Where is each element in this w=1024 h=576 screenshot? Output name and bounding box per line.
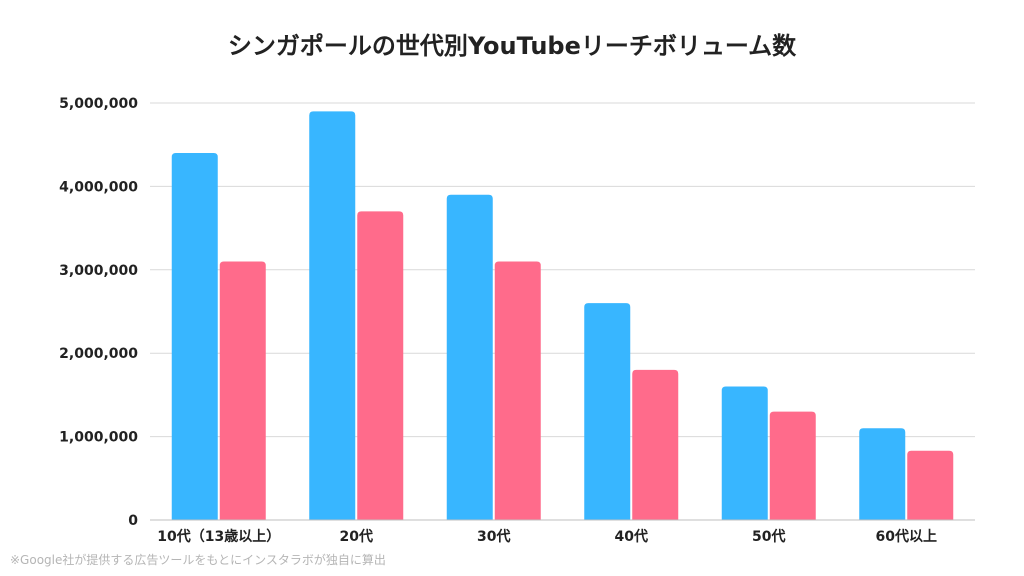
bar — [859, 428, 906, 520]
chart-title: シンガポールの世代別YouTubeリーチボリューム数 — [227, 32, 797, 60]
x-axis-category-labels: 10代（13歳以上） 20代 30代 40代 50代 60代以上 — [157, 528, 937, 545]
bar — [584, 303, 631, 520]
x-category-label: 10代（13歳以上） — [157, 528, 280, 545]
bar — [632, 369, 679, 520]
bar — [357, 211, 404, 521]
bar — [494, 261, 541, 520]
y-tick-label: 1,000,000 — [59, 430, 138, 446]
y-tick-label: 2,000,000 — [59, 346, 138, 362]
bar — [769, 411, 816, 520]
y-tick-label: 3,000,000 — [59, 263, 138, 279]
bar — [219, 261, 266, 520]
x-category-label: 30代 — [477, 528, 510, 545]
y-tick-label: 5,000,000 — [59, 96, 138, 112]
y-tick-label: 0 — [128, 513, 138, 529]
x-category-label: 50代 — [752, 528, 785, 545]
x-category-label: 60代以上 — [876, 528, 937, 545]
bar — [721, 386, 768, 520]
y-tick-label: 4,000,000 — [59, 179, 138, 195]
bar — [171, 153, 218, 521]
x-category-label: 20代 — [340, 528, 373, 545]
bars — [171, 111, 954, 521]
bar — [446, 194, 493, 521]
y-axis-tick-labels: 0 1,000,000 2,000,000 3,000,000 4,000,000 5,0… — [59, 96, 138, 529]
source-note: ※Google社が提供する広告ツールをもとにインスタラボが独自に算出 — [10, 553, 386, 567]
bar — [907, 450, 954, 520]
x-category-label: 40代 — [615, 528, 648, 545]
bar — [309, 111, 356, 520]
gridlines — [150, 102, 975, 438]
